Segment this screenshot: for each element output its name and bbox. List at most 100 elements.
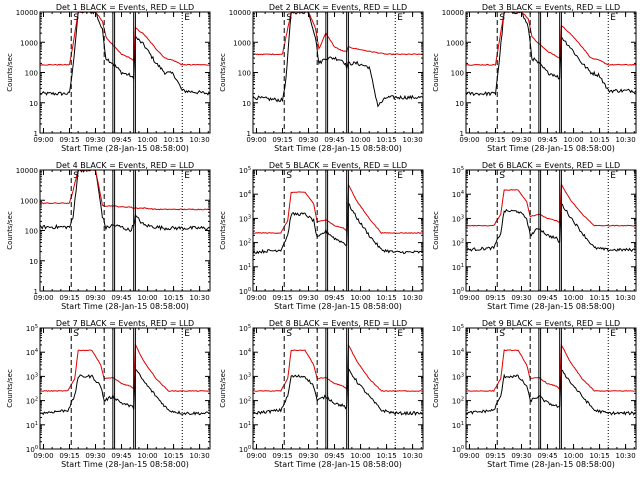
x-tick-label: 09:00	[459, 294, 479, 302]
y-tick-label: 1	[34, 288, 38, 296]
plot-frame	[252, 169, 424, 292]
plot-frame	[39, 327, 211, 450]
y-tick-label: 102	[239, 239, 251, 248]
x-tick-label: 09:15	[59, 294, 79, 302]
x-tick-label: 09:45	[324, 452, 344, 460]
marker-start-letter: S	[499, 171, 505, 181]
y-axis-title: Counts/sec	[432, 369, 440, 408]
y-tick-label: 1000	[20, 39, 38, 47]
y-tick-label: 100	[238, 70, 251, 78]
x-tick-label: 10:15	[163, 136, 183, 144]
y-tick-label: 100	[239, 287, 251, 296]
y-tick-label: 100	[25, 228, 38, 236]
marker-start-letter: S	[286, 13, 292, 23]
plot-frame	[252, 327, 424, 450]
y-tick-label: 103	[452, 372, 464, 381]
x-tick-label: 10:30	[189, 294, 209, 302]
panel-title: Det 9 BLACK = Events, RED = LLD	[482, 319, 620, 328]
x-tick-label: 10:00	[350, 294, 370, 302]
x-axis-title: Start Time (28-Jan-15 08:58:00)	[274, 302, 402, 311]
marker-start-letter: S	[286, 329, 292, 339]
y-tick-label: 102	[452, 397, 464, 406]
series-line-lld	[466, 12, 636, 66]
y-tick-label: 1000	[446, 39, 464, 47]
x-axis-title: Start Time (28-Jan-15 08:58:00)	[274, 460, 402, 469]
x-tick-label: 09:45	[537, 452, 557, 460]
x-tick-label: 10:00	[350, 452, 370, 460]
marker-start-letter: S	[73, 171, 79, 181]
x-tick-label: 10:30	[615, 452, 635, 460]
y-tick-label: 1	[460, 130, 464, 138]
x-tick-label: 09:15	[272, 294, 292, 302]
x-tick-label: 09:00	[246, 294, 266, 302]
y-tick-label: 104	[452, 190, 464, 199]
y-axis-title: Counts/sec	[6, 53, 14, 92]
y-tick-label: 101	[26, 421, 38, 430]
y-tick-label: 103	[239, 214, 251, 223]
x-tick-label: 09:00	[33, 294, 53, 302]
x-tick-label: 09:00	[246, 452, 266, 460]
x-axis-title: Start Time (28-Jan-15 08:58:00)	[61, 302, 189, 311]
y-tick-label: 100	[25, 70, 38, 78]
x-tick-label: 09:15	[485, 136, 505, 144]
x-tick-label: 09:30	[85, 452, 105, 460]
x-tick-label: 10:15	[163, 452, 183, 460]
x-tick-label: 09:00	[33, 452, 53, 460]
plot-frame	[465, 327, 637, 450]
y-tick-label: 1	[247, 130, 251, 138]
y-axis-title: Counts/sec	[219, 53, 227, 92]
x-tick-label: 10:15	[589, 452, 609, 460]
x-tick-label: 09:30	[298, 294, 318, 302]
y-tick-label: 101	[452, 263, 464, 272]
x-tick-label: 09:30	[511, 452, 531, 460]
x-tick-label: 10:30	[402, 294, 422, 302]
y-tick-label: 103	[452, 214, 464, 223]
marker-end-letter: E	[397, 171, 403, 181]
x-tick-label: 10:15	[376, 136, 396, 144]
marker-end-letter: E	[610, 13, 616, 23]
y-tick-label: 101	[239, 263, 251, 272]
x-tick-label: 09:00	[246, 136, 266, 144]
panel-title: Det 5 BLACK = Events, RED = LLD	[269, 161, 407, 170]
y-tick-label: 100	[239, 445, 251, 454]
series-line-lld	[40, 12, 210, 66]
x-tick-label: 09:15	[59, 136, 79, 144]
plot-frame	[252, 11, 424, 134]
y-axis-title: Counts/sec	[219, 211, 227, 250]
x-tick-label: 09:15	[272, 136, 292, 144]
y-tick-label: 10	[29, 258, 38, 266]
x-tick-label: 10:00	[563, 136, 583, 144]
x-tick-label: 10:15	[376, 452, 396, 460]
y-tick-label: 10000	[16, 9, 38, 17]
y-axis-title: Counts/sec	[432, 211, 440, 250]
y-tick-label: 102	[26, 397, 38, 406]
panel-title: Det 3 BLACK = Events, RED = LLD	[482, 3, 620, 12]
x-axis-title: Start Time (28-Jan-15 08:58:00)	[487, 144, 615, 153]
x-tick-label: 10:00	[137, 294, 157, 302]
y-tick-label: 104	[452, 348, 464, 357]
y-tick-label: 103	[26, 372, 38, 381]
series-line-events	[40, 368, 210, 416]
y-tick-label: 105	[452, 166, 464, 175]
y-tick-label: 10000	[442, 9, 464, 17]
panel-title: Det 1 BLACK = Events, RED = LLD	[56, 3, 194, 12]
x-tick-label: 09:30	[511, 294, 531, 302]
panel-title: Det 8 BLACK = Events, RED = LLD	[269, 319, 407, 328]
series-line-events	[40, 12, 210, 97]
y-tick-label: 1000	[20, 197, 38, 205]
y-tick-label: 102	[452, 239, 464, 248]
x-tick-label: 09:30	[298, 136, 318, 144]
y-tick-label: 1000	[233, 39, 251, 47]
x-tick-label: 10:00	[563, 294, 583, 302]
x-tick-label: 09:15	[59, 452, 79, 460]
x-tick-label: 09:30	[298, 452, 318, 460]
x-tick-label: 09:00	[33, 136, 53, 144]
marker-start-letter: S	[499, 13, 505, 23]
x-tick-label: 09:00	[459, 136, 479, 144]
marker-start-letter: S	[73, 329, 79, 339]
